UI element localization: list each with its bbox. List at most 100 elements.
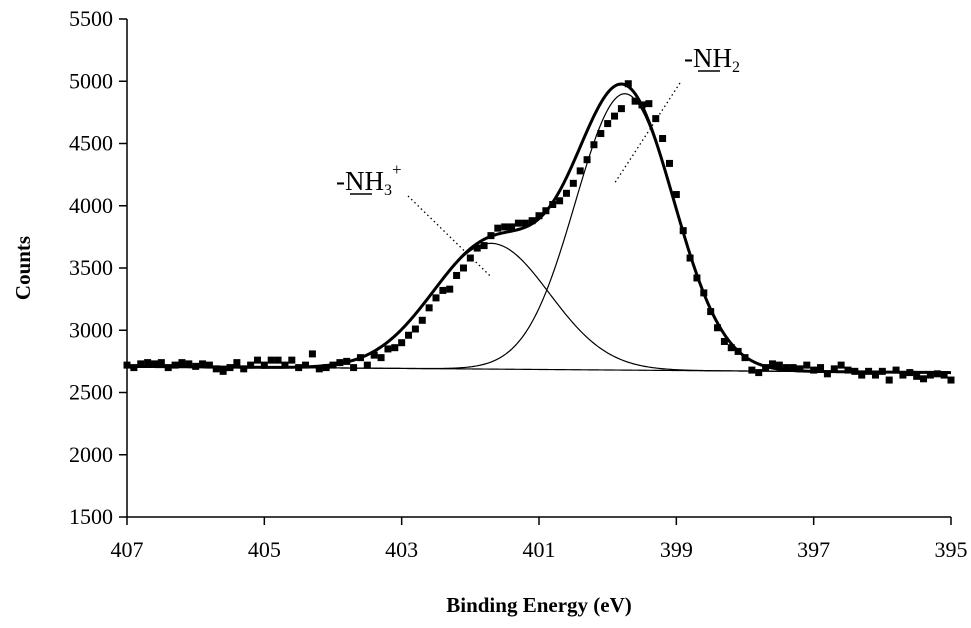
data-point [899,371,907,379]
data-point [844,366,852,374]
data-point [521,219,529,227]
y-tick-label: 4500 [69,131,113,156]
data-point [638,101,646,109]
annotation-superscript: + [392,160,402,179]
data-point [865,367,873,375]
data-point [487,232,495,240]
data-point [343,357,351,365]
data-point [569,179,577,187]
y-axis-title: Counts [11,236,35,300]
data-point [130,364,138,372]
data-point [150,360,158,368]
data-point [192,362,200,370]
x-tick-label: 397 [797,537,830,562]
chart-axes: 1500 2000 2500 3000 3500 4000 4500 5000 5500 407 4… [11,6,968,617]
data-point [762,364,770,372]
data-point [219,367,227,375]
data-point [240,365,248,373]
data-point [446,285,454,293]
data-point [205,361,213,369]
data-point [171,361,179,369]
data-point [652,115,660,123]
data-point [631,97,639,105]
y-tick-label: 5000 [69,68,113,93]
data-point [823,370,831,378]
y-tick-label: 5500 [69,6,113,31]
x-tick-label: 405 [248,537,281,562]
data-point [940,371,948,379]
data-point [377,354,385,362]
annotation-leader-line [613,82,681,184]
x-tick-label: 403 [385,537,418,562]
data-point [144,359,152,367]
data-point [260,361,268,369]
annotation-subscript: 3 [384,182,392,199]
data-point [315,365,323,373]
data-point [720,337,728,345]
y-tick-label: 2500 [69,380,113,405]
data-point [411,325,419,333]
data-point [851,367,859,375]
data-point [542,207,550,215]
data-point [782,364,790,372]
annotation-element: N [693,43,713,73]
data-point [370,351,378,359]
data-point [775,361,783,369]
data-point [302,361,310,369]
y-tick-label: 2000 [69,442,113,467]
data-point [665,159,673,167]
data-point [439,286,447,294]
data-point [398,339,406,347]
data-point [714,324,722,332]
data-point [755,369,763,377]
data-point [659,135,667,143]
data-point [178,359,186,367]
y-tick-label: 3000 [69,317,113,342]
component-peak-2 [126,93,952,374]
annotation-subscript: 2 [732,59,740,76]
data-point [597,130,605,138]
chart-series [123,80,955,384]
data-point [185,360,193,368]
data-point [164,364,172,372]
data-point [604,120,612,128]
data-point [741,354,749,362]
data-point [830,365,838,373]
y-tick-label: 4000 [69,193,113,218]
data-point [913,372,921,380]
data-point [803,361,811,369]
data-point [617,105,625,113]
data-point [281,361,289,369]
data-point [295,364,303,372]
data-point [926,371,934,379]
annotation-rest: H [365,166,385,196]
data-point [288,356,296,364]
annotation-label-2: -NH2 [613,43,740,184]
annotation-element: N [345,166,365,196]
data-point [947,376,955,384]
y-tick-label: 3500 [69,255,113,280]
data-point [322,364,330,372]
data-point [308,350,316,358]
data-point [432,294,440,302]
data-point [418,316,426,324]
data-point [514,219,522,227]
fit-envelope-line [126,82,952,375]
data-point [686,254,694,262]
data-point [885,376,893,384]
data-point [329,361,337,369]
data-point [645,100,653,108]
data-point [384,345,392,353]
annotation-text: -NH3+ [336,160,402,199]
data-point [727,344,735,352]
data-point [611,112,619,120]
data-point [906,369,914,377]
data-point [528,217,536,225]
data-point [871,371,879,379]
data-point [199,360,207,368]
data-point [789,364,797,372]
data-point [535,212,543,220]
annotation-prefix: - [336,166,345,196]
data-point [494,224,502,232]
